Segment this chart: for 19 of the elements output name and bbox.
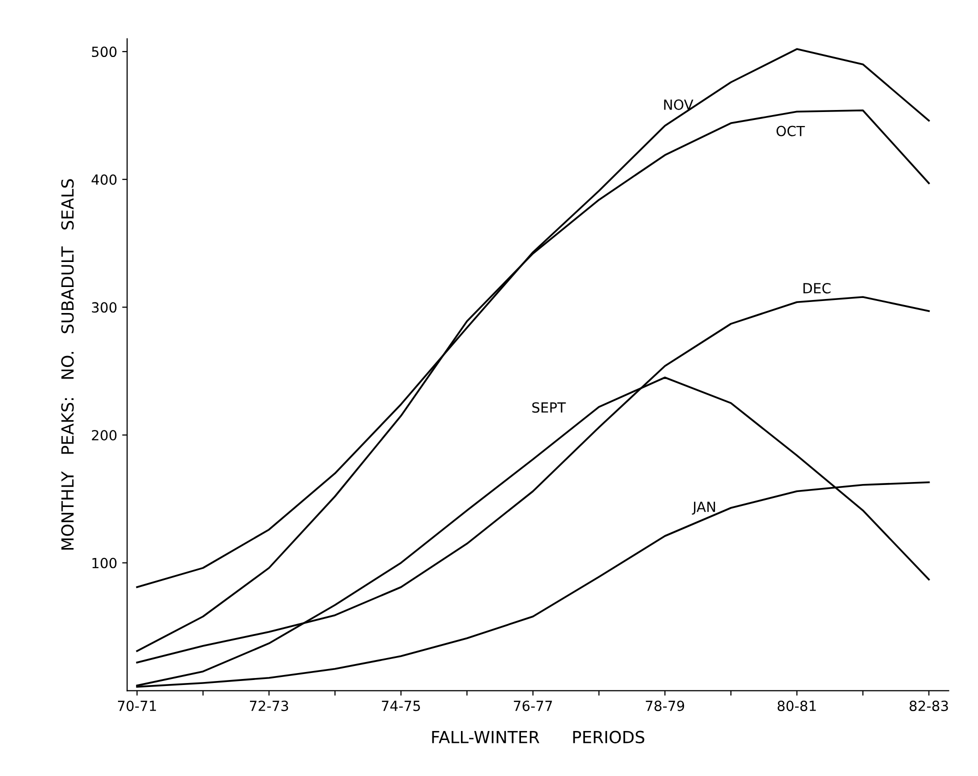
x-tick-label: 82-83 (910, 700, 948, 712)
y-tick-label: 100 (92, 558, 116, 568)
y-tick-label: 300 (92, 302, 116, 313)
x-axis-title: FALL-WINTER PERIODS (432, 730, 644, 744)
x-tick-label: 80-81 (778, 700, 816, 712)
x-tick-label: 72-73 (250, 700, 288, 712)
series-label: NOV (664, 99, 694, 110)
series-label: JAN (692, 502, 716, 515)
y-tick-label: 200 (92, 430, 116, 440)
x-tick-label: 78-79 (646, 700, 684, 712)
y-tick-label: 400 (92, 174, 116, 185)
y-tick-label: 500 (92, 46, 116, 58)
series-label: SEPT (532, 402, 566, 413)
series-label: OCT (776, 126, 805, 136)
x-tick-label: 70-71 (118, 700, 156, 712)
x-tick-label: 76-77 (514, 700, 552, 712)
y-axis-title: MONTHLY PEAKS: NO. SUBADULT SEALS (61, 179, 74, 550)
series-label: DEC (803, 282, 831, 294)
x-tick-label: 74-75 (382, 700, 420, 712)
